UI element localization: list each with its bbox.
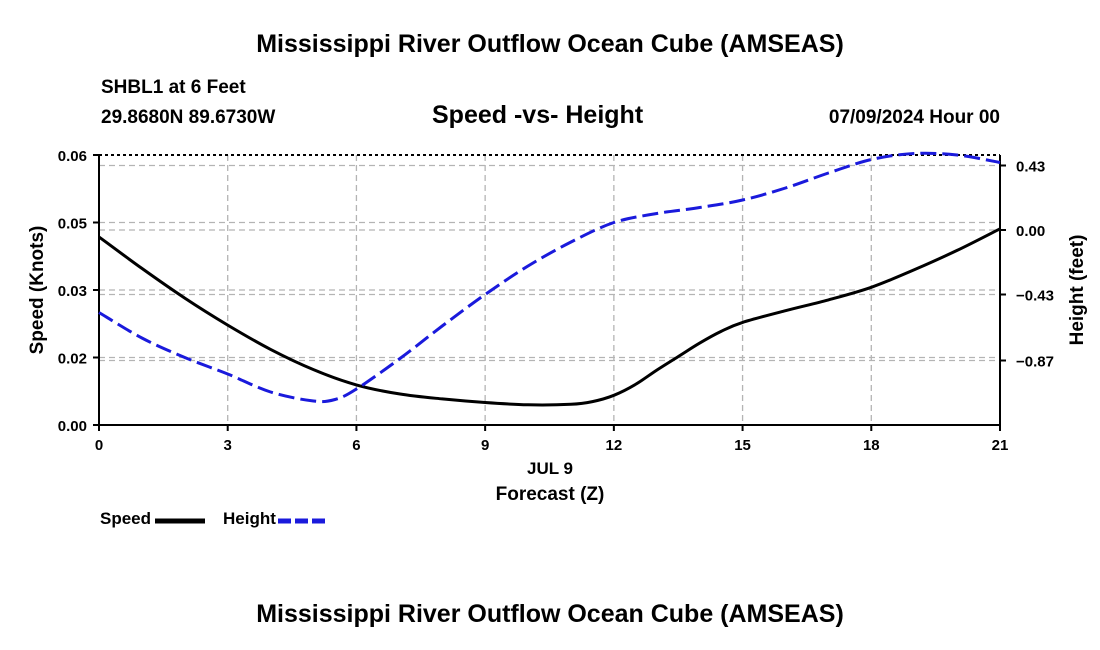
- x-tick-label: 6: [352, 437, 360, 454]
- x-tick-label: 0: [95, 437, 103, 454]
- legend-speed-swatch: [155, 518, 206, 524]
- x-tick-label: 3: [224, 437, 232, 454]
- y2-tick-label: 0.00: [1016, 223, 1045, 240]
- y-axis-label-left: Speed (Knots): [27, 226, 48, 355]
- legend-height-swatch: [277, 518, 328, 524]
- chart-subtitle: Speed -vs- Height: [432, 101, 644, 129]
- y-tick-label: 0.06: [58, 148, 87, 165]
- x-axis-label: Forecast (Z): [496, 484, 605, 505]
- datetime-label: 07/09/2024 Hour 00: [828, 107, 1000, 128]
- x-tick-label: 15: [734, 437, 751, 454]
- y2-tick-label: 0.43: [1016, 159, 1045, 176]
- x-tick-label: 18: [863, 437, 880, 454]
- coordinates-label: 29.8680N 89.6730W: [101, 107, 276, 128]
- footer-title: Mississippi River Outflow Ocean Cube (AM…: [256, 600, 844, 628]
- legend: Speed Height: [100, 509, 330, 529]
- speed-series-line: [98, 227, 1001, 407]
- height-series-line: [98, 151, 1001, 404]
- x-tick-label: 12: [606, 437, 623, 454]
- x-tick-label: 21: [992, 437, 1009, 454]
- y-tick-label: 0.00: [58, 418, 87, 435]
- x-tick-label: 9: [481, 437, 489, 454]
- station-label: SHBL1 at 6 Feet: [101, 77, 246, 98]
- chart-title: Mississippi River Outflow Ocean Cube (AM…: [256, 30, 844, 58]
- y2-tick-label: −0.43: [1016, 288, 1054, 305]
- y-axis-label-right: Height (feet): [1067, 235, 1088, 346]
- y-tick-label: 0.02: [58, 351, 87, 368]
- x-axis-date-label: JUL 9: [527, 459, 573, 478]
- legend-height-label: Height: [223, 509, 276, 528]
- y2-tick-label: −0.87: [1016, 354, 1054, 371]
- legend-speed-label: Speed: [100, 509, 152, 528]
- y-tick-label: 0.05: [58, 216, 87, 233]
- y-tick-label: 0.03: [58, 283, 87, 300]
- chart-plot: 0 3 6 9 12 15 18 21 0.00 0.02 0.03 0.05 0.06 0.43 0.00…: [27, 148, 1088, 505]
